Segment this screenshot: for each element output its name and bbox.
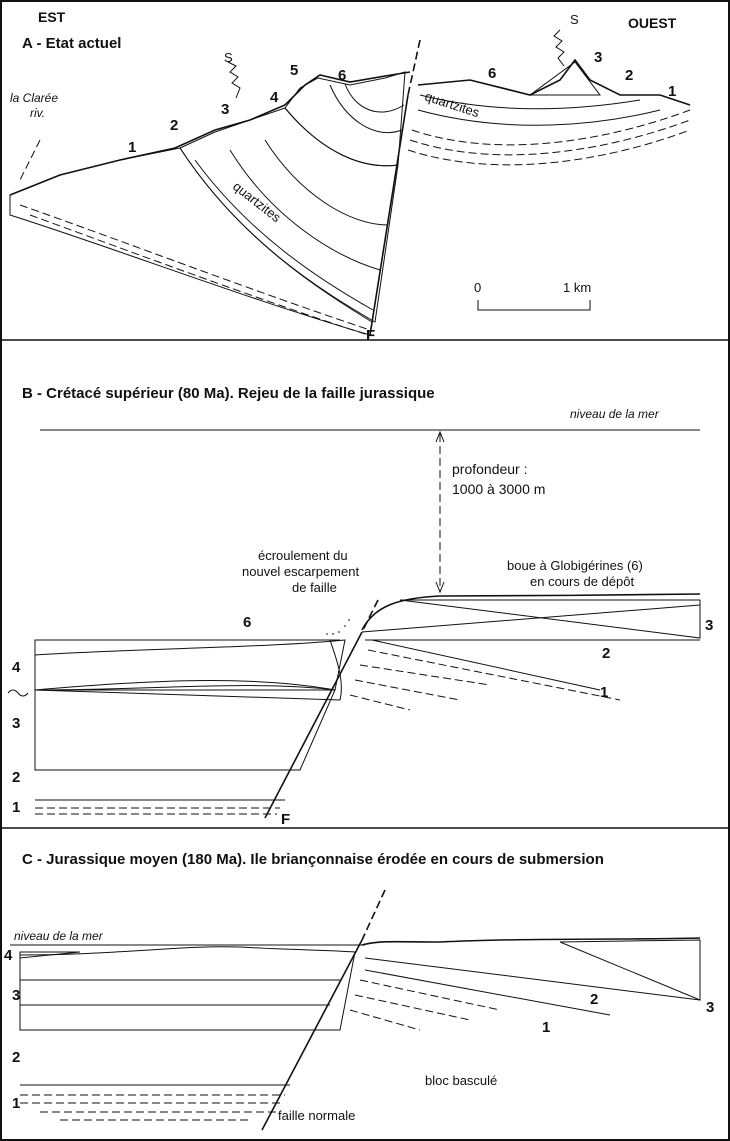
label: niveau de la mer [570,407,660,421]
label: 1 [12,799,20,816]
pointer [20,140,40,180]
label: 1 km [563,280,591,295]
geology-figure: EST OUEST A - Etat actuel la Clarée riv.… [0,0,730,1141]
layer [408,110,690,165]
label: 3 [706,999,714,1016]
fault [408,40,420,95]
label: 1 [128,139,136,156]
label: 1 [542,1019,550,1036]
label: 2 [602,645,610,662]
label: bloc basculé [425,1073,497,1088]
title: B - Crétacé supérieur (80 Ma). Rejeu de … [22,385,435,402]
conglomerate [35,640,345,690]
label: 2 [625,67,633,84]
panel-a: EST OUEST A - Etat actuel la Clarée riv.… [10,9,690,344]
label: OUEST [628,15,677,31]
layer [350,650,620,710]
label: faille normale [278,1108,355,1123]
panel-c: C - Jurassique moyen (180 Ma). Ile brian… [4,851,714,1130]
layer [350,980,500,1030]
label: F [281,811,290,828]
label: 6 [243,614,251,631]
layer [35,808,280,814]
label: quartzites [230,179,284,226]
limestone [20,947,355,1030]
label: S [224,50,233,65]
label: 1 [668,83,676,100]
label: quartzites [423,89,482,121]
label: S [570,12,579,27]
label: 4 [270,89,279,106]
label: nouvel escarpement [242,564,359,579]
panel-b: B - Crétacé supérieur (80 Ma). Rejeu de … [8,385,713,828]
layer [195,140,388,310]
layer [20,1095,285,1120]
title: C - Jurassique moyen (180 Ma). Ile brian… [22,851,604,868]
label: la Clarée [10,91,58,105]
title: A - Etat actuel [22,35,121,52]
layer [20,205,370,334]
label: F [366,327,375,344]
fault [265,632,362,818]
label: de faille [292,580,337,595]
land-surface [362,938,700,945]
debris [326,620,350,634]
fault [262,940,362,1130]
label: 6 [488,65,496,82]
label: 2 [12,1049,20,1066]
label: 4 [4,947,13,964]
limestone [35,690,335,770]
layer [372,640,600,690]
label: 1000 à 3000 m [452,481,545,497]
label: écroulement du [258,548,348,563]
layer [20,980,340,1085]
label: 3 [221,101,229,118]
label: 4 [12,659,21,676]
label: 5 [290,62,298,79]
label: 6 [338,67,346,84]
label: niveau de la mer [14,929,104,943]
topography [10,72,410,195]
label: 3 [12,987,20,1004]
erosion-mark [228,30,564,98]
fault [362,890,385,940]
label: 2 [590,991,598,1008]
layer [35,640,340,800]
label: profondeur : [452,461,528,477]
label: EST [38,9,66,25]
scale-bar [478,300,590,310]
unconformity [8,690,28,696]
label: 3 [705,617,713,634]
limestone [400,600,700,638]
ooze [35,640,341,700]
limestone [180,108,398,322]
label: 3 [12,715,20,732]
label: 2 [170,117,178,134]
label: en cours de dépôt [530,574,634,589]
layer [362,605,700,640]
label: 2 [12,769,20,786]
label: 0 [474,280,481,295]
label: boue à Globigérines (6) [507,558,643,573]
schist [10,148,372,335]
label: 3 [594,49,602,66]
label: 1 [12,1095,20,1112]
layer [330,84,404,133]
label: 1 [600,684,608,701]
sea-floor [362,594,700,630]
label: riv. [30,106,45,120]
layer [365,958,700,1015]
